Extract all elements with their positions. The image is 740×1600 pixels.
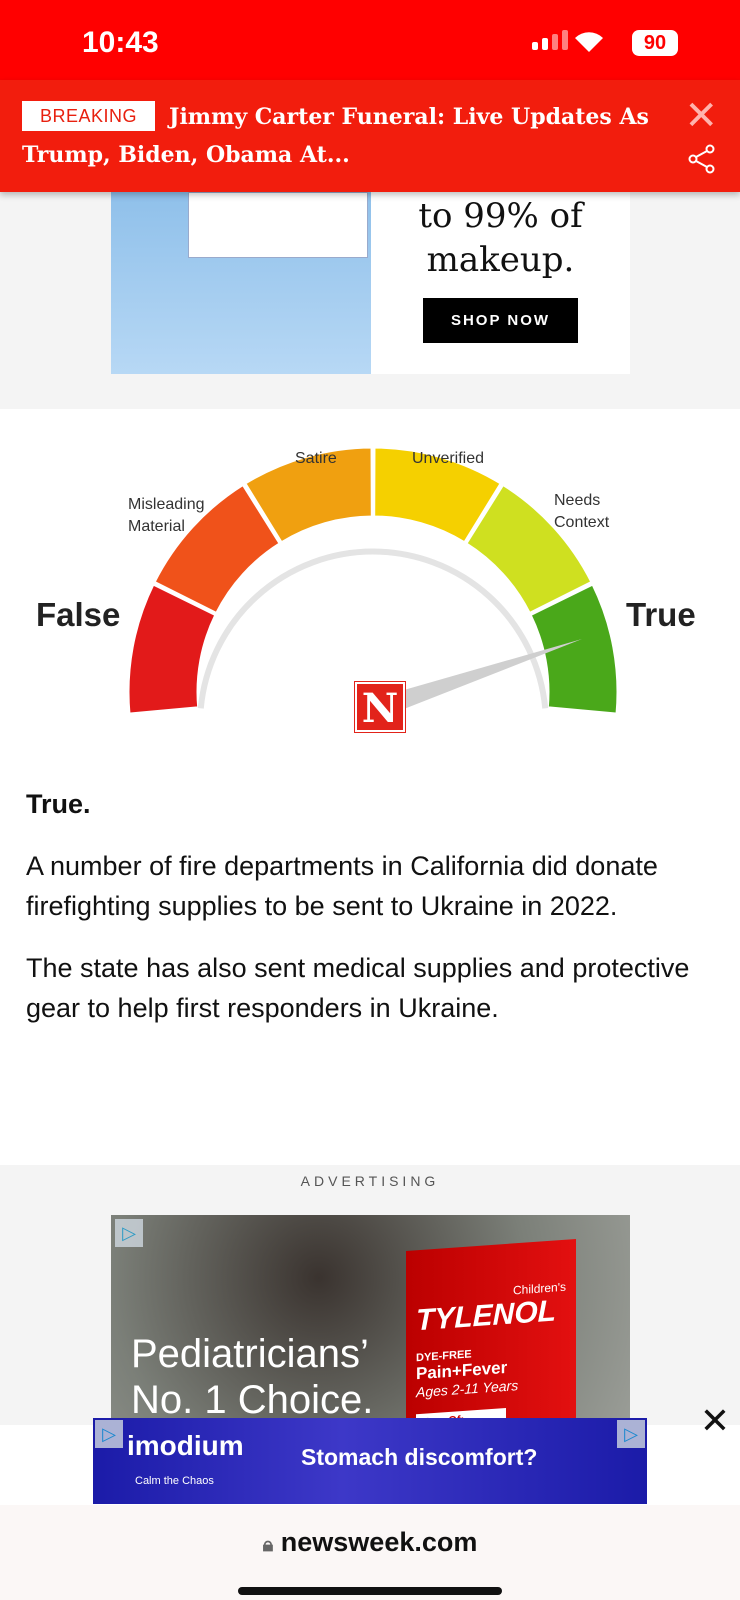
close-ad-icon[interactable]: ✕ xyxy=(699,1400,730,1441)
gauge-inner-rim xyxy=(197,548,549,709)
breaking-headline-container[interactable]: BREAKING Jimmy Carter Funeral: Live Updat… xyxy=(22,98,652,174)
product-box: Children's TYLENOL DYE-FREE Pain+Fever A… xyxy=(406,1239,576,1425)
gauge-segment xyxy=(242,445,374,545)
paragraph: The state has also sent medical supplies… xyxy=(26,953,690,1023)
ad-text: to 99% of makeup. xyxy=(418,196,583,280)
imodium-banner-ad[interactable]: ▷ ▷ imodium Calm the Chaos Stomach disco… xyxy=(93,1418,647,1504)
ad-choices-icon[interactable]: ▷ xyxy=(95,1420,123,1448)
clock: 10:43 xyxy=(82,26,159,59)
gauge-segment xyxy=(463,482,595,616)
close-icon[interactable]: ✕ xyxy=(684,94,718,138)
ad-product-image xyxy=(111,192,371,374)
advertisement[interactable]: ADVERTISING ▷ Pediatricians’ No. 1 Choic… xyxy=(0,1165,740,1425)
gauge-false-label: False xyxy=(36,596,121,633)
gauge-label: Needs Context xyxy=(554,492,610,531)
paragraph: A number of fire departments in Californ… xyxy=(26,851,658,921)
advertising-label: ADVERTISING xyxy=(300,1173,440,1189)
share-icon[interactable] xyxy=(688,144,716,174)
gauge-label: Misleading Material xyxy=(128,496,205,535)
url-text: newsweek.com xyxy=(280,1527,478,1557)
ad-choices-icon[interactable]: ▷ xyxy=(115,1219,143,1247)
ad-text: Stomach discomfort? xyxy=(301,1444,538,1470)
lock-icon: 🔒︎ xyxy=(262,1534,274,1556)
url-field[interactable]: 🔒︎ newsweek.com xyxy=(0,1527,740,1558)
gauge-segment xyxy=(372,445,504,545)
gauge-label: Satire xyxy=(295,450,337,467)
gauge-segment xyxy=(528,581,620,716)
shop-now-button[interactable]: SHOP NOW xyxy=(422,298,579,343)
ad-choices-icon[interactable]: ▷ xyxy=(617,1420,645,1448)
wifi-icon xyxy=(575,32,603,52)
ad-brand: imodium xyxy=(127,1430,244,1461)
newsweek-logo: N xyxy=(354,681,406,733)
rating-gauge: False True Misleading Material Satire Un… xyxy=(0,420,740,760)
breaking-badge: BREAKING xyxy=(22,101,156,131)
verdict: True. xyxy=(26,789,91,819)
gauge-segment xyxy=(126,581,218,716)
home-indicator[interactable] xyxy=(238,1587,502,1595)
gauge-true-label: True xyxy=(626,596,696,633)
status-bar: 10:43 90 xyxy=(0,0,740,80)
browser-address-bar[interactable]: 🔒︎ newsweek.com xyxy=(0,1505,740,1600)
tylenol-ad[interactable]: ▷ Pediatricians’ No. 1 Choice. Children'… xyxy=(111,1215,630,1425)
top-advertisement[interactable]: to 99% of makeup. SHOP NOW xyxy=(0,192,740,409)
gauge-segment xyxy=(151,482,283,616)
ad-tagline: Calm the Chaos xyxy=(135,1475,214,1487)
battery-icon: 90 xyxy=(632,30,678,56)
gauge-label: Unverified xyxy=(412,450,485,467)
cellular-signal-icon xyxy=(532,30,568,50)
gauge-needle xyxy=(381,639,582,718)
breaking-news-banner[interactable]: BREAKING Jimmy Carter Funeral: Live Updat… xyxy=(0,80,740,192)
article-body: True. A number of fire departments in Ca… xyxy=(26,784,726,1050)
gauge-arc xyxy=(126,445,620,718)
breaking-headline[interactable]: Jimmy Carter Funeral: Live Updates As Tr… xyxy=(22,104,649,168)
ad-headline: Pediatricians’ No. 1 Choice. xyxy=(131,1332,374,1422)
